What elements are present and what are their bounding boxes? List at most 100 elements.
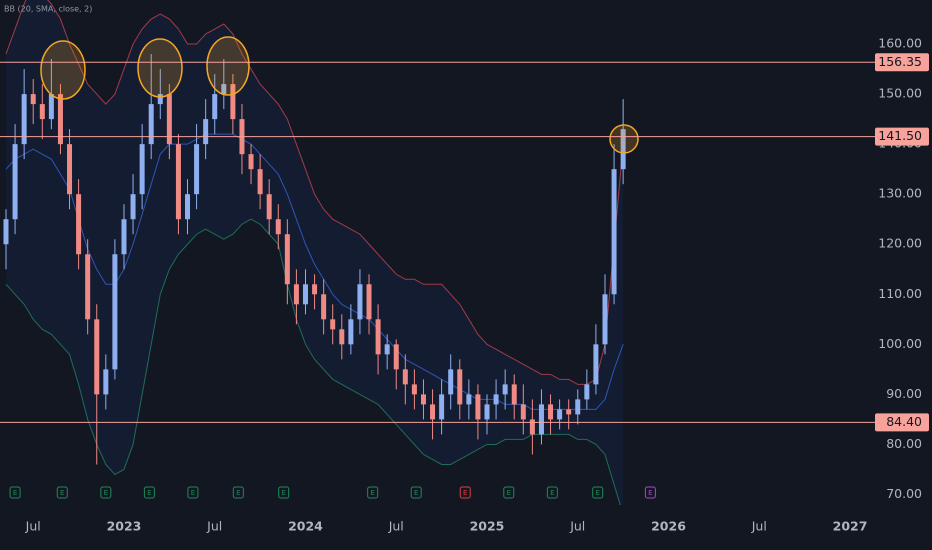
candle-body [511,384,517,405]
candle-body [375,319,381,355]
x-tick-label: 2024 [288,519,323,534]
earnings-label: E [648,489,652,497]
candle-body [538,404,544,435]
earnings-label: E [104,489,108,497]
candle-body [593,344,599,385]
candle-body [302,284,308,305]
earnings-label: E [596,489,600,497]
candle-body [393,344,399,370]
band-line [5,218,621,505]
y-tick-label: 100.00 [878,336,922,351]
candle-body [402,369,408,385]
candle-body [257,169,263,195]
candle-body [330,319,336,330]
earnings-marker [100,486,112,499]
candle-body [502,384,508,395]
candle-body [76,194,82,255]
earnings-marker [56,486,68,499]
candle-body [448,369,454,395]
candle-body [411,384,417,395]
y-tick-label: 160.00 [878,36,922,51]
candle-body [248,154,254,170]
candle-body [121,219,127,255]
candle-body [166,94,172,145]
earnings-label: E [550,489,554,497]
candle-body [284,234,290,285]
level-label-box [875,413,929,432]
candle-body [357,284,363,320]
x-tick-label: Jul [569,519,585,534]
earnings-marker [367,486,379,499]
plot-area [3,0,626,505]
earnings-marker [644,486,656,499]
candle-body [366,284,372,320]
candle-body [103,369,109,395]
x-tick-label: 2023 [107,519,142,534]
candle-body [275,219,281,235]
candle-body [21,94,27,145]
highlight-circle [40,40,86,100]
level-label: 141.50 [878,128,922,143]
candle-body [293,284,299,305]
band-fill [5,0,624,505]
candle-body [420,394,426,405]
highlight-circle [206,36,250,96]
earnings-marker [187,486,199,499]
candle-body [85,254,91,320]
level-label: 156.35 [878,54,922,69]
highlight-circle [137,38,183,98]
y-tick-label: 70.00 [886,486,922,501]
candle-body [321,294,327,320]
earnings-marker [546,486,558,499]
candle-body [529,419,535,435]
earnings-label: E [236,489,240,497]
candle-body [221,84,227,95]
y-tick-label: 150.00 [878,86,922,101]
earnings-label: E [463,489,467,497]
earnings-marker [278,486,290,499]
x-tick-label: Jul [206,519,222,534]
candle-body [312,284,318,295]
y-tick-label: 120.00 [878,236,922,251]
candle-body [430,404,436,420]
earnings-label: E [414,489,418,497]
x-tick-label: 2027 [833,519,868,534]
candle-body [12,144,18,220]
candle-body [230,84,236,120]
earnings-label: E [147,489,151,497]
highlight-circle [609,124,639,154]
candle-body [548,404,554,420]
y-tick-label: 110.00 [878,286,922,301]
candle-body [575,399,581,415]
x-tick-label: Jul [388,519,404,534]
candle-body [30,94,36,105]
candle-body [602,294,608,345]
candle-body [185,194,191,220]
candle-body [57,94,63,145]
earnings-marker [9,486,21,499]
candle-body [339,329,345,345]
annotations [40,36,639,154]
earnings-marker [459,486,471,499]
x-tick-label: Jul [25,519,41,534]
candle-body [194,144,200,195]
earnings-label: E [13,489,17,497]
earnings-marker [503,486,515,499]
candle-body [584,384,590,400]
candle-body [557,409,563,420]
indicator-label: BB (20, SMA, close, 2) [4,5,92,14]
x-tick-label: 2026 [651,519,686,534]
candle-body [3,219,9,245]
earnings-marker [410,486,422,499]
candle-body [620,129,626,170]
candle-body [611,169,617,295]
candle-body [348,319,354,345]
candle-body [175,144,181,220]
candle-body [48,94,54,120]
candle-body [566,409,572,415]
candle-body [203,119,209,145]
x-tick-label: 2025 [470,519,505,534]
candle-body [466,394,472,405]
candle-body [157,94,163,105]
